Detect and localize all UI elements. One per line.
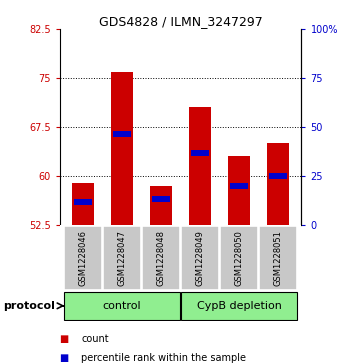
Text: protocol: protocol [4,301,56,311]
Text: count: count [81,334,109,344]
Text: GSM1228048: GSM1228048 [157,230,165,286]
Bar [64,226,102,290]
Text: GSM1228050: GSM1228050 [235,230,244,286]
Text: GSM1228051: GSM1228051 [274,230,283,286]
Text: percentile rank within the sample: percentile rank within the sample [81,352,246,363]
Text: GSM1228047: GSM1228047 [117,230,126,286]
Bar [74,199,92,205]
Bar [152,196,170,202]
Bar [259,226,297,290]
Bar [103,226,141,290]
Bar [191,150,209,156]
Text: GSM1228049: GSM1228049 [196,230,204,286]
Text: ■: ■ [60,334,69,344]
Text: ■: ■ [60,352,69,363]
Bar [150,186,172,225]
Bar [230,183,248,189]
Title: GDS4828 / ILMN_3247297: GDS4828 / ILMN_3247297 [99,15,262,28]
Bar [189,107,211,225]
Bar [72,183,94,225]
Bar [181,292,297,320]
Bar [111,72,133,225]
Text: GSM1228046: GSM1228046 [78,230,87,286]
Bar [113,131,131,136]
Bar [269,173,287,179]
Bar [220,226,258,290]
Bar [267,143,289,225]
Bar [142,226,180,290]
Text: control: control [103,301,141,311]
Bar [228,156,250,225]
Text: CypB depletion: CypB depletion [197,301,282,311]
Bar [64,292,180,320]
Bar [181,226,219,290]
